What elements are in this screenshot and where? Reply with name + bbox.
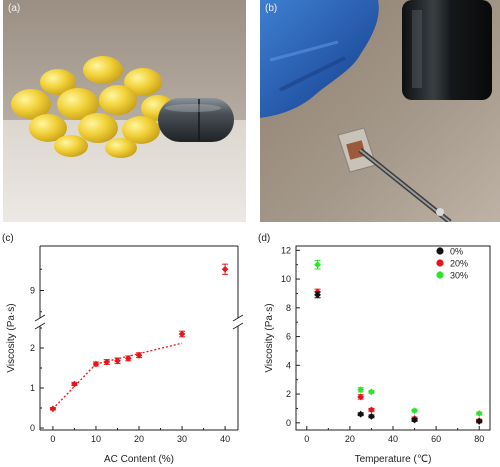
panel-label-c: (c) <box>2 233 14 244</box>
legend-marker <box>436 259 444 267</box>
capsules-photo <box>3 0 246 222</box>
y-axis-label: Viscosity (Pa·s) <box>6 303 17 372</box>
y-tick-label: 0 <box>30 423 35 433</box>
y-tick-label: 10 <box>281 274 291 284</box>
panel-label-b: (b) <box>265 3 278 14</box>
data-point <box>92 360 100 368</box>
data-point <box>368 388 375 396</box>
x-tick-label: 30 <box>177 434 187 444</box>
axis-break-mark <box>232 322 244 330</box>
x-tick-label: 60 <box>431 434 441 444</box>
chart-c-ac-content: 0 10 20 30 40 0 1 2 9 AC Content (%) Viscosity (Pa… <box>6 245 244 465</box>
x-axis-label: Temperature (℃) <box>355 454 432 465</box>
x-tick-label: 20 <box>345 434 355 444</box>
y-tick-label: 12 <box>281 245 291 255</box>
panel-label-d: (d) <box>258 233 271 244</box>
legend-label: 30% <box>450 271 468 281</box>
y-tick-label: 2 <box>286 389 291 399</box>
dark-capsule <box>158 98 234 142</box>
x-tick-label: 20 <box>134 434 144 444</box>
data-point <box>178 330 186 338</box>
data-point <box>368 406 375 414</box>
x-axis-label: AC Content (%) <box>104 454 174 465</box>
y-axis-label: Viscosity (Pa·s) <box>264 303 275 372</box>
chart-d-temperature: 0 20 40 60 80 0 2 4 6 8 10 12 0% 20% 30% Temperature (℃… <box>264 245 491 465</box>
x-tick-label: 0 <box>50 434 55 444</box>
y-tick-label: 0 <box>286 418 291 428</box>
axis-break-mark <box>34 314 46 322</box>
photo-b <box>260 0 500 222</box>
data-point <box>475 417 483 425</box>
x-tick-label: 40 <box>220 434 230 444</box>
x-tick-label: 80 <box>474 434 484 444</box>
data-point <box>357 410 365 418</box>
data-point <box>357 393 365 401</box>
y-tick-label: 9 <box>30 286 35 296</box>
photo-a <box>3 0 246 222</box>
data-point <box>411 407 418 414</box>
x-tick-label: 40 <box>388 434 398 444</box>
y-tick-label: 4 <box>286 360 291 370</box>
legend-marker <box>436 247 444 255</box>
axis-break-mark <box>34 322 46 330</box>
data-point <box>71 380 78 388</box>
panel-label-a: (a) <box>8 3 21 14</box>
blue-glove <box>260 0 379 118</box>
x-tick-label: 10 <box>91 434 101 444</box>
legend-label: 0% <box>450 247 463 257</box>
y-tick-label: 2 <box>30 343 35 353</box>
data-point <box>357 386 365 394</box>
ink-vial-photo <box>260 0 500 222</box>
y-tick-label: 1 <box>30 383 35 393</box>
data-point <box>103 358 111 366</box>
legend-label: 20% <box>450 259 468 269</box>
y-tick-label: 6 <box>286 332 291 342</box>
data-point <box>475 410 483 417</box>
x-tick-label: 0 <box>304 434 309 444</box>
coated-substrate <box>337 127 452 222</box>
axis-break-mark <box>232 314 244 322</box>
y-tick-label: 8 <box>286 303 291 313</box>
ink-vial <box>402 0 492 100</box>
data-point <box>314 261 321 269</box>
data-point <box>368 412 375 420</box>
data-point <box>49 405 57 413</box>
legend-marker <box>436 271 444 279</box>
data-point <box>221 265 229 273</box>
